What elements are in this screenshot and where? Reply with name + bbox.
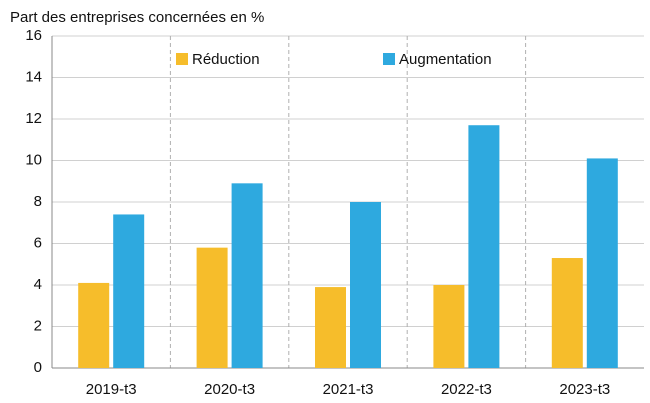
y-axis-label: Part des entreprises concernées en %	[10, 9, 264, 26]
x-tick-label: 2020-t3	[204, 381, 255, 398]
y-tick-label: 4	[34, 276, 42, 293]
x-tick-label: 2019-t3	[86, 381, 137, 398]
y-tick-label: 6	[34, 234, 42, 251]
x-tick-label: 2023-t3	[559, 381, 610, 398]
legend-swatch	[383, 53, 395, 65]
bar	[551, 258, 583, 368]
legend-label: Augmentation	[399, 51, 492, 68]
y-tick-label: 14	[25, 68, 42, 85]
bar	[315, 287, 346, 368]
bar	[433, 285, 465, 368]
y-tick-label: 16	[25, 27, 42, 44]
legend-label: Réduction	[192, 51, 260, 68]
bar	[196, 247, 228, 368]
bar	[231, 183, 263, 368]
y-tick-label: 8	[34, 193, 42, 210]
y-tick-label: 2	[34, 317, 42, 334]
y-tick-label: 0	[34, 359, 42, 376]
legend-swatch	[176, 53, 188, 65]
y-tick-label: 10	[25, 151, 42, 168]
x-tick-label: 2021-t3	[323, 381, 374, 398]
bar	[586, 158, 618, 368]
y-tick-label: 12	[25, 110, 42, 127]
bar	[350, 202, 381, 368]
bar	[468, 125, 500, 368]
x-tick-label: 2022-t3	[441, 381, 492, 398]
bar	[113, 214, 145, 368]
bar	[78, 282, 110, 368]
